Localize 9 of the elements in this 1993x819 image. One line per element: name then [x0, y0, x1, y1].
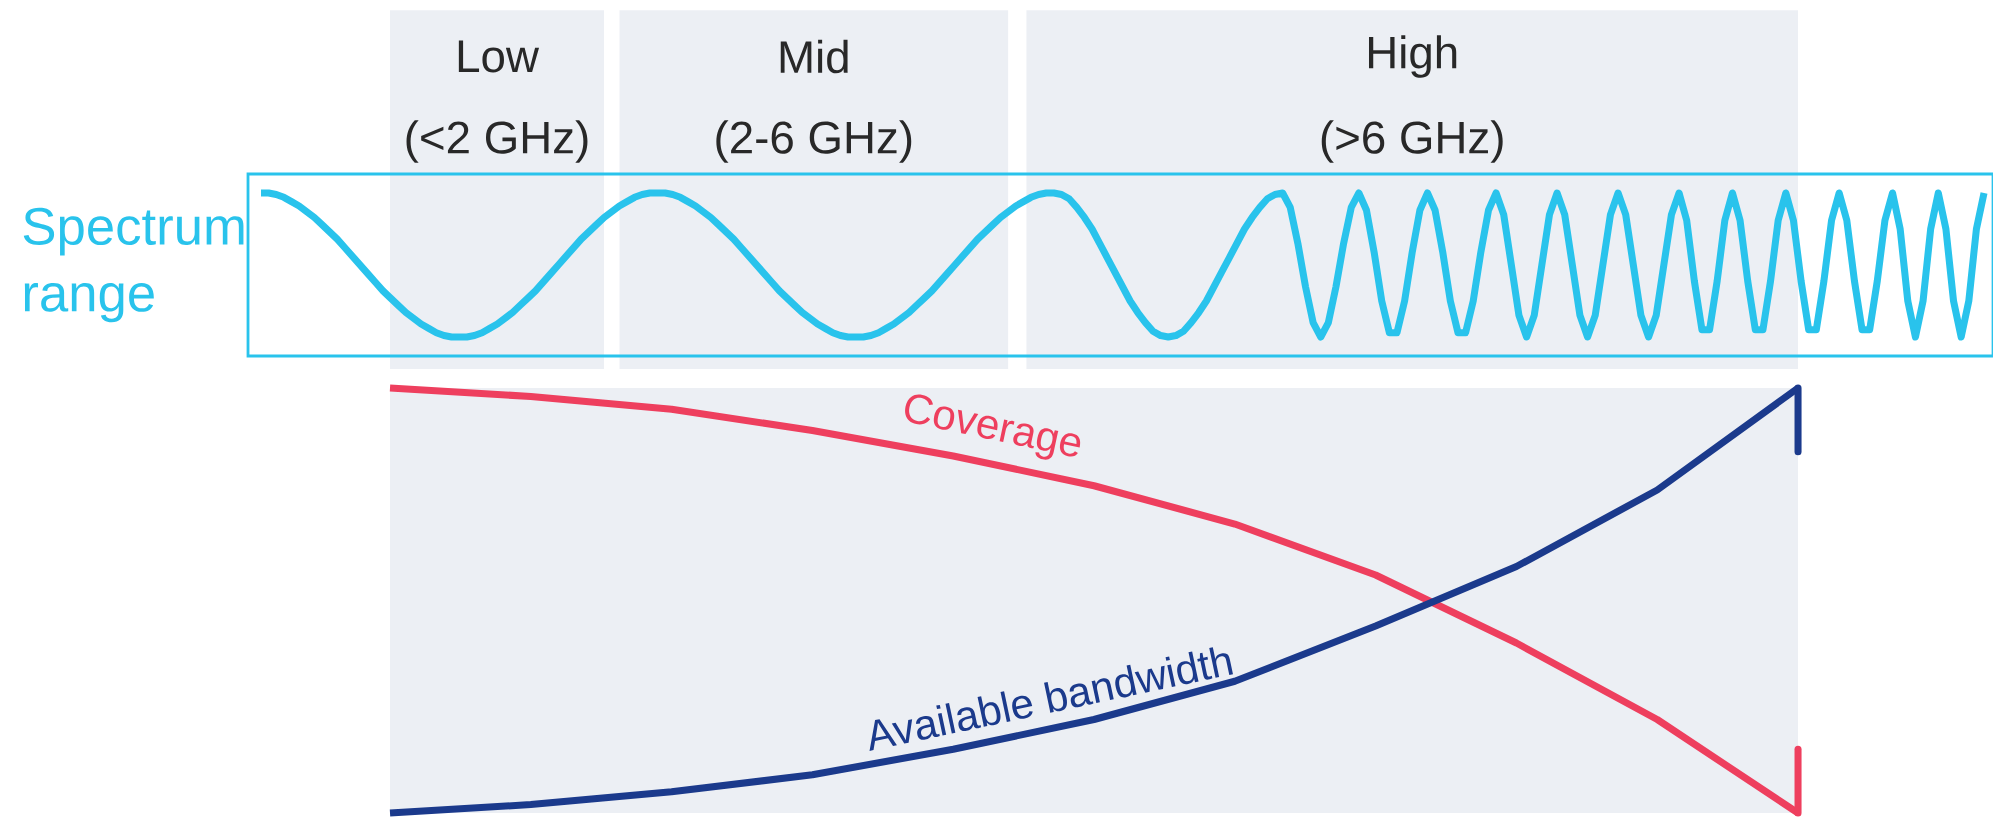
text: Low — [458, 40, 540, 73]
y-axis-title: Spectrum range — [23, 207, 244, 323]
text: Mid — [780, 39, 848, 74]
text: (<2 GHz) — [406, 120, 588, 163]
text: (2-6 GHz) — [716, 120, 912, 163]
text: Available bandwidth — [869, 647, 1233, 751]
text: (>6 GHz) — [1321, 120, 1503, 163]
text: High — [1369, 35, 1457, 78]
text: Coverage — [905, 394, 1081, 460]
